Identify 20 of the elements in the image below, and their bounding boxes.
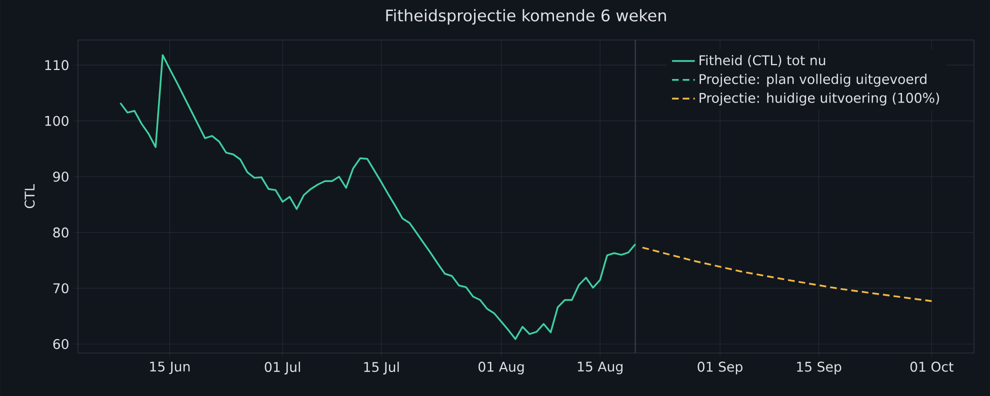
x-tick-label: 15 Jul [364,362,399,375]
x-tick-label: 15 Sep [797,362,842,374]
chart-title: Fitheidsprojectie komende 6 weken [386,9,666,25]
y-tick-label: 100 [45,116,68,126]
y-tick-label: 60 [53,339,68,350]
x-tick-label: 15 Aug [578,362,622,374]
x-tick-label: 01 Oct [910,362,954,372]
x-tick-label: 01 Aug [478,362,524,374]
y-axis-title: CTL [24,184,35,208]
y-tick-label: 110 [45,60,68,70]
legend-label: Projectie: huidige uitvoering (100%) [700,92,940,106]
y-tick-label: 80 [53,227,68,238]
y-tick-label: 90 [53,172,68,182]
y-tick-label: 70 [53,283,68,294]
x-tick-label: 15 Jun [150,362,190,374]
x-tick-label: 01 Sep [698,362,742,374]
line-series [642,246,933,302]
legend-label: Projectie: plan volledig uitgevoerd [700,74,926,87]
x-tick-label: 01 Jul [264,362,300,375]
legend-label: Fitheid (CTL) tot nu [700,54,826,67]
